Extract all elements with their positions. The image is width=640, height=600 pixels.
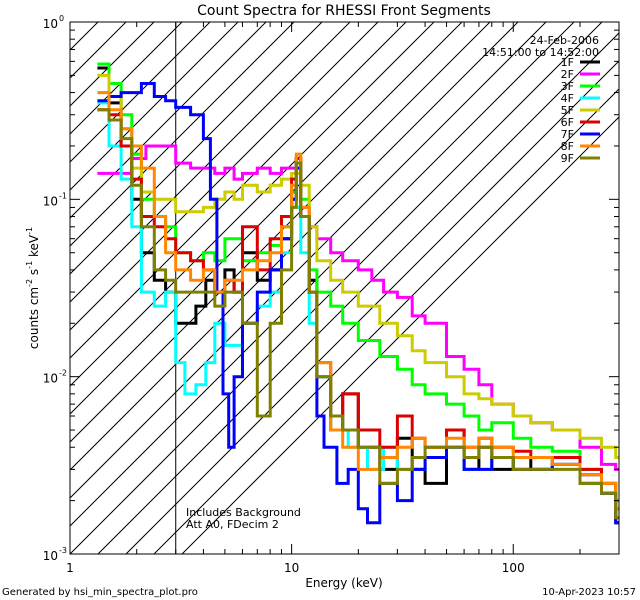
y-axis-label-sup1: -2 <box>25 279 34 287</box>
legend-label-4F: 4F <box>561 92 574 105</box>
hatch-line <box>70 22 603 554</box>
annotation-attenuator: Att A0, FDecim 2 <box>186 518 279 531</box>
footer-timestamp: 10-Apr-2023 10:57 <box>542 587 636 598</box>
legend-label-2F: 2F <box>561 68 574 81</box>
date-label: 24-Feb-2006 <box>530 34 599 47</box>
series-layer <box>97 62 619 525</box>
y-axis-label: counts cm-2 s-1 keV-1 <box>25 227 41 349</box>
legend-label-7F: 7F <box>561 128 574 141</box>
series-8F <box>97 91 619 511</box>
legend-label-5F: 5F <box>561 104 574 117</box>
y-tick-label: 10 <box>43 194 58 208</box>
footer-generated-by: Generated by hsi_min_spectra_plot.pro <box>2 587 198 598</box>
hatch-line <box>70 22 267 219</box>
hatch-line <box>97 32 619 554</box>
hatch-line <box>70 22 379 331</box>
legend-label-8F: 8F <box>561 140 574 153</box>
hatch-line <box>70 22 239 191</box>
series-9F <box>97 108 619 520</box>
y-tick-label: 10 <box>43 549 58 563</box>
plot-frame <box>69 21 620 555</box>
legend-label-1F: 1F <box>561 56 574 69</box>
time-range-label: 14:51:00 to 14:52:00 <box>482 46 599 59</box>
legend-label-9F: 9F <box>561 152 574 165</box>
y-tick-exponent: -2 <box>59 369 67 378</box>
y-axis-label-end: keV <box>27 234 41 261</box>
legend-label-3F: 3F <box>561 80 574 93</box>
x-axis-ticks: 1 10 100 <box>66 22 620 575</box>
x-axis-label: Energy (keV) <box>305 576 382 590</box>
chart-title: Count Spectra for RHESSI Front Segments <box>197 3 491 19</box>
hatch-line <box>125 60 619 554</box>
hatch-line <box>70 22 183 135</box>
x-tick-label: 100 <box>502 561 525 575</box>
hatch-line <box>70 22 323 275</box>
hatch-line <box>70 22 519 471</box>
y-tick-label: 10 <box>43 17 58 31</box>
y-tick-label: 10 <box>43 372 58 386</box>
hatch-line <box>70 22 463 415</box>
x-tick-label: 1 <box>66 561 74 575</box>
y-tick-exponent: -3 <box>59 546 67 555</box>
series-5F <box>97 73 619 459</box>
y-axis-label-sup3: -1 <box>25 227 34 235</box>
hatch-line <box>181 116 619 554</box>
hatch-line <box>70 22 295 247</box>
y-axis-label-sup2: -1 <box>25 261 34 269</box>
y-tick-exponent: 0 <box>59 14 64 23</box>
hatch-line <box>70 22 351 303</box>
y-axis-label-mid: s <box>27 269 41 279</box>
y-axis-label-main: counts cm <box>27 287 41 349</box>
legend-label-6F: 6F <box>561 116 574 129</box>
x-tick-label: 10 <box>284 561 299 575</box>
annotation-background: Includes Background <box>186 506 301 519</box>
hatch-line <box>70 22 435 387</box>
y-tick-exponent: -1 <box>59 191 67 200</box>
